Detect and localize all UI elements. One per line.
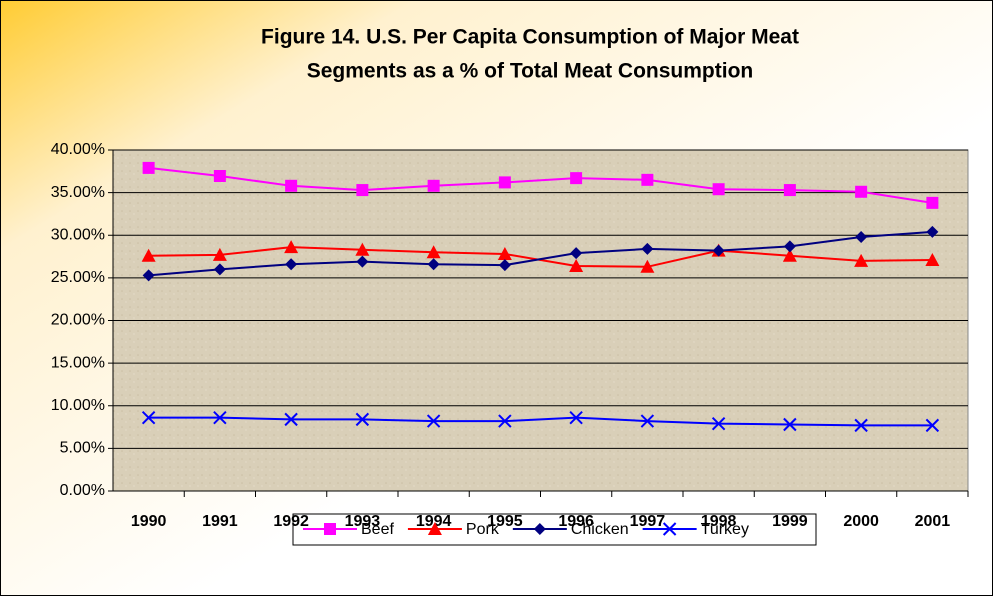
marker	[497, 247, 512, 261]
marker	[855, 185, 868, 198]
y-tick-label: 40.00%	[51, 141, 105, 158]
marker	[783, 417, 797, 432]
y-tick-label: 30.00%	[51, 226, 105, 243]
marker	[926, 225, 939, 238]
marker	[712, 183, 725, 196]
marker	[783, 240, 796, 253]
marker	[285, 258, 298, 271]
marker	[712, 244, 725, 257]
marker	[569, 410, 583, 425]
marker	[141, 410, 156, 425]
x-tick-label: 1990	[131, 513, 167, 530]
x-tick-label: 1997	[630, 513, 666, 530]
marker	[926, 196, 939, 209]
marker	[142, 269, 155, 282]
series-line	[148, 230, 933, 277]
marker	[641, 173, 654, 186]
marker	[356, 255, 369, 268]
x-tick-label: 2000	[843, 513, 879, 530]
marker	[782, 248, 797, 262]
marker	[783, 184, 796, 197]
marker	[854, 253, 869, 267]
marker	[662, 522, 677, 536]
series-line	[148, 416, 933, 427]
legend-label: Beef	[361, 521, 394, 538]
y-tick-label: 25.00%	[51, 269, 105, 286]
marker	[142, 161, 155, 174]
marker	[427, 522, 442, 535]
chart-title: Figure 14. U.S. Per Capita Consumption o…	[261, 26, 799, 49]
y-tick-label: 15.00%	[51, 354, 105, 371]
marker	[212, 247, 227, 261]
marker	[426, 414, 441, 428]
marker	[854, 418, 868, 433]
x-tick-label: 1991	[202, 513, 238, 530]
marker	[498, 414, 512, 428]
marker	[284, 240, 299, 254]
marker	[855, 230, 868, 243]
marker	[925, 252, 940, 266]
marker	[711, 416, 726, 431]
y-tick-label: 35.00%	[51, 184, 105, 201]
marker	[213, 263, 226, 276]
x-tick-label: 1996	[558, 513, 594, 530]
x-tick-label: 1999	[772, 513, 808, 530]
marker	[355, 412, 370, 427]
marker	[213, 170, 226, 183]
marker	[427, 258, 440, 271]
marker	[285, 179, 298, 192]
marker	[570, 247, 583, 260]
marker	[640, 414, 655, 428]
marker	[356, 184, 369, 197]
marker	[640, 259, 655, 273]
marker	[213, 410, 227, 425]
legend-label: Pork	[466, 521, 500, 538]
marker	[141, 248, 156, 262]
marker	[324, 523, 336, 535]
x-tick-label: 1992	[273, 513, 309, 530]
marker	[498, 176, 511, 189]
marker	[925, 418, 940, 433]
x-tick-label: 1995	[487, 513, 523, 530]
x-tick-label: 1994	[416, 513, 452, 530]
marker	[533, 523, 546, 535]
marker	[426, 245, 441, 259]
y-tick-label: 10.00%	[51, 397, 105, 414]
chart-title: Segments as a % of Total Meat Consumptio…	[307, 60, 754, 83]
legend-label: Turkey	[701, 521, 749, 538]
legend-label: Chicken	[571, 521, 629, 538]
marker	[427, 179, 440, 192]
marker	[569, 258, 584, 272]
series-line	[148, 166, 933, 204]
marker	[570, 172, 583, 185]
y-tick-label: 20.00%	[51, 312, 105, 329]
y-tick-label: 5.00%	[60, 440, 105, 457]
marker	[498, 259, 511, 272]
marker	[284, 412, 298, 427]
x-tick-label: 1998	[701, 513, 737, 530]
y-tick-label: 0.00%	[60, 482, 105, 499]
x-tick-label: 1993	[345, 513, 381, 530]
x-tick-label: 2001	[915, 513, 951, 530]
marker	[641, 242, 654, 255]
marker	[355, 242, 370, 256]
